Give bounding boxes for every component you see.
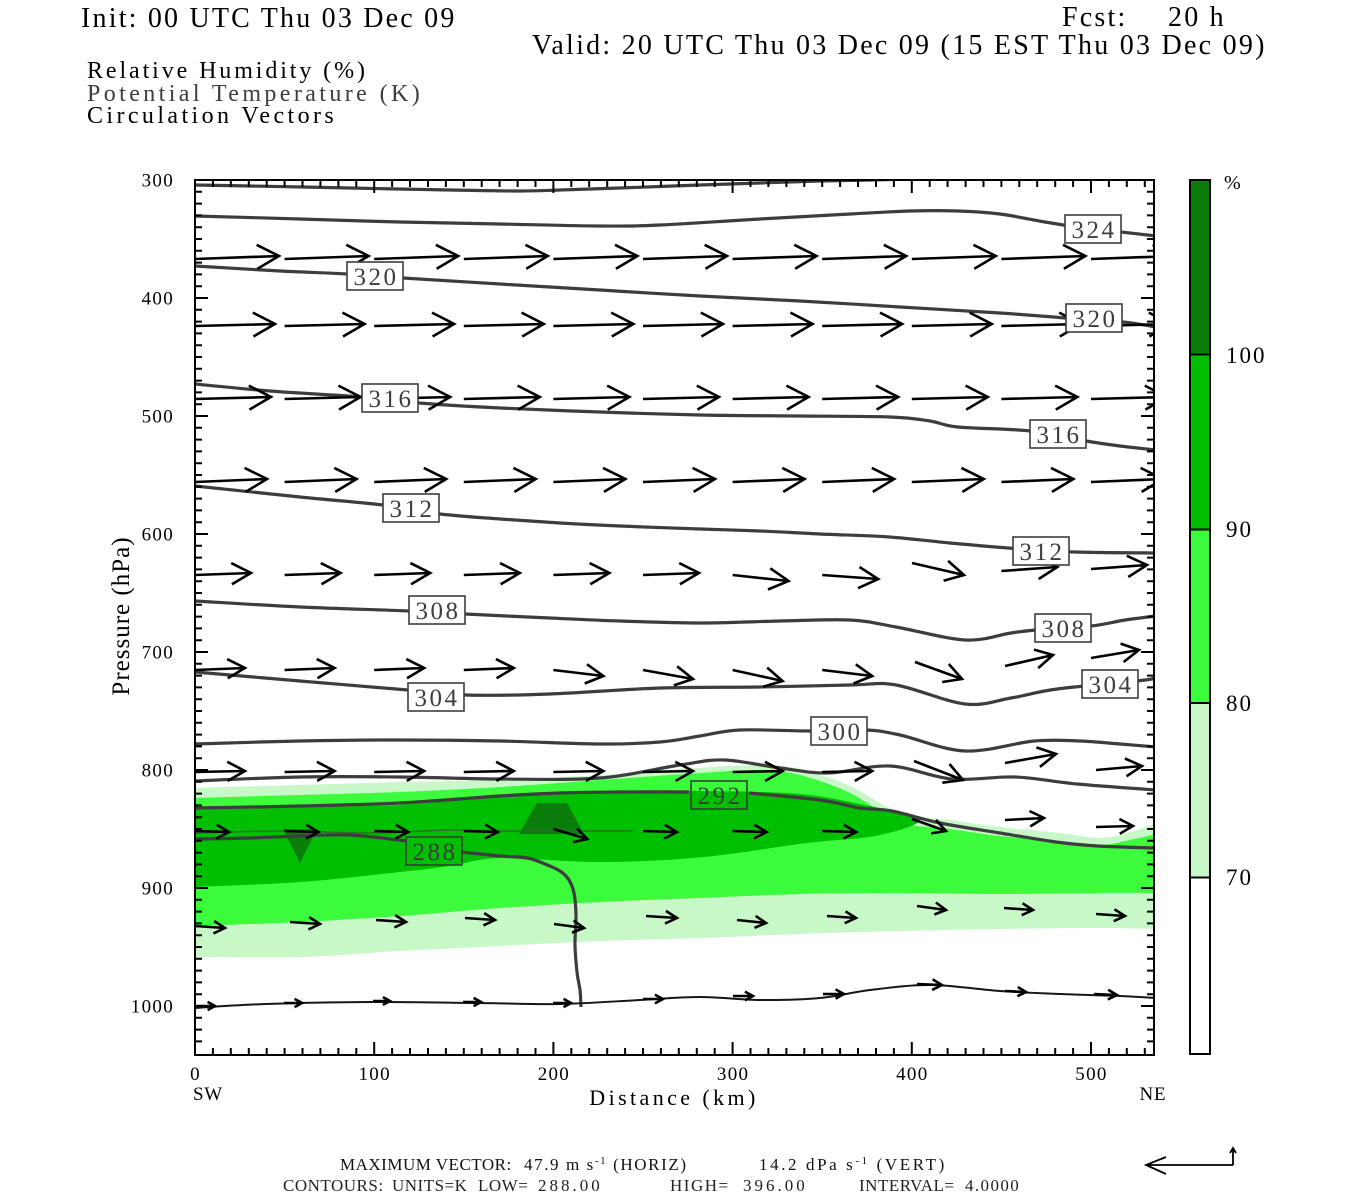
svg-text:500: 500 (142, 407, 174, 428)
svg-text:MAXIMUM VECTOR:47.9 m s-1​ (HO: MAXIMUM VECTOR:47.9 m s-1​ (HORIZ)14.2 d… (340, 1155, 947, 1174)
svg-text:308: 308 (416, 598, 461, 625)
svg-text:312: 312 (390, 496, 435, 523)
svg-text:316: 316 (1037, 422, 1082, 449)
svg-text:900: 900 (142, 879, 174, 900)
svg-text:312: 312 (1020, 539, 1065, 566)
svg-text:304: 304 (1089, 672, 1134, 699)
svg-text:100: 100 (358, 1064, 390, 1085)
svg-text:300: 300 (818, 719, 863, 746)
svg-text:Potential Temperature (K): Potential Temperature (K) (87, 81, 423, 107)
svg-text:288: 288 (413, 839, 458, 866)
svg-text:Relative Humidity (%): Relative Humidity (%) (87, 58, 368, 84)
svg-text:200: 200 (538, 1064, 570, 1085)
svg-text:600: 600 (142, 525, 174, 546)
svg-text:0: 0 (190, 1064, 201, 1085)
svg-text:90: 90 (1226, 517, 1253, 542)
svg-text:Valid: 20 UTC Thu 03 Dec 09 (1: Valid: 20 UTC Thu 03 Dec 09 (15 EST Thu … (532, 30, 1267, 61)
svg-text:300: 300 (142, 171, 174, 192)
svg-text:100: 100 (1226, 343, 1267, 368)
svg-text:316: 316 (369, 386, 414, 413)
svg-text:292: 292 (698, 783, 743, 810)
svg-text:%: % (1224, 172, 1241, 194)
svg-text:Circulation Vectors: Circulation Vectors (87, 103, 337, 129)
svg-text:80: 80 (1226, 691, 1253, 716)
svg-text:300: 300 (717, 1064, 749, 1085)
svg-text:20 h: 20 h (1168, 2, 1226, 33)
svg-text:Init: 00 UTC Thu 03 Dec 09: Init: 00 UTC Thu 03 Dec 09 (81, 3, 457, 34)
svg-text:800: 800 (142, 761, 174, 782)
svg-text:Distance (km): Distance (km) (589, 1085, 758, 1110)
svg-text:500: 500 (1075, 1064, 1107, 1085)
svg-text:SW: SW (193, 1084, 223, 1105)
svg-text:324: 324 (1072, 217, 1117, 244)
svg-text:304: 304 (415, 685, 460, 712)
svg-text:700: 700 (142, 643, 174, 664)
svg-text:320: 320 (354, 264, 399, 291)
svg-text:308: 308 (1042, 616, 1087, 643)
svg-text:Pressure (hPa): Pressure (hPa) (108, 536, 135, 695)
svg-text:70: 70 (1226, 865, 1253, 890)
svg-text:400: 400 (896, 1064, 928, 1085)
svg-text:Fcst:: Fcst: (1062, 2, 1127, 33)
svg-text:NE: NE (1140, 1084, 1167, 1105)
svg-text:320: 320 (1073, 306, 1118, 333)
svg-text:1000: 1000 (131, 997, 174, 1018)
svg-text:400: 400 (142, 289, 174, 310)
